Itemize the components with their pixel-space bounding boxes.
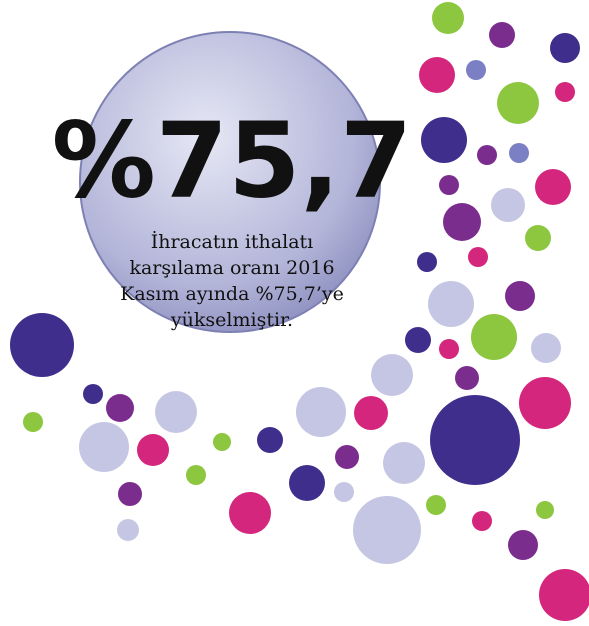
dot	[555, 82, 575, 102]
description-line: karşılama oranı 2016	[129, 257, 334, 279]
dot	[535, 169, 571, 205]
dot	[432, 2, 464, 34]
dot	[213, 433, 231, 451]
dot	[455, 366, 479, 390]
dot	[472, 511, 492, 531]
dot	[229, 492, 271, 534]
dot	[417, 252, 437, 272]
dot	[335, 445, 359, 469]
dot	[525, 225, 551, 251]
dot	[334, 482, 354, 502]
dot	[257, 427, 283, 453]
dot	[443, 203, 481, 241]
dot	[10, 313, 74, 377]
dot	[550, 33, 580, 63]
dot	[505, 281, 535, 311]
dot	[439, 175, 459, 195]
dot	[477, 145, 497, 165]
dot	[383, 442, 425, 484]
dot	[471, 314, 517, 360]
dot	[155, 391, 197, 433]
dot	[421, 117, 467, 163]
dot	[426, 495, 446, 515]
dot	[531, 333, 561, 363]
dot	[289, 465, 325, 501]
dot	[354, 396, 388, 430]
dot	[491, 188, 525, 222]
dot	[23, 412, 43, 432]
dot	[83, 384, 103, 404]
dot	[466, 60, 486, 80]
dot	[353, 496, 421, 564]
description-line: yükselmiştir.	[170, 309, 293, 331]
dot	[419, 57, 455, 93]
infographic: %75,7 İhracatın ithalatı karşılama oranı…	[0, 0, 589, 626]
dot	[430, 395, 520, 485]
dot	[405, 327, 431, 353]
dot	[468, 247, 488, 267]
dot	[137, 434, 169, 466]
dot	[497, 82, 539, 124]
dot	[439, 339, 459, 359]
dot	[489, 22, 515, 48]
dot	[371, 354, 413, 396]
description-line: Kasım ayında %75,7’ye	[120, 283, 344, 305]
dot	[106, 394, 134, 422]
dot	[508, 530, 538, 560]
dot	[428, 281, 474, 327]
dot	[186, 465, 206, 485]
dot	[79, 422, 129, 472]
dot	[536, 501, 554, 519]
dot	[117, 519, 139, 541]
dot	[519, 377, 571, 429]
dot	[118, 482, 142, 506]
dot	[296, 387, 346, 437]
dot	[539, 569, 589, 621]
headline: %75,7	[52, 99, 413, 221]
description-line: İhracatın ithalatı	[151, 230, 314, 253]
dot	[509, 143, 529, 163]
